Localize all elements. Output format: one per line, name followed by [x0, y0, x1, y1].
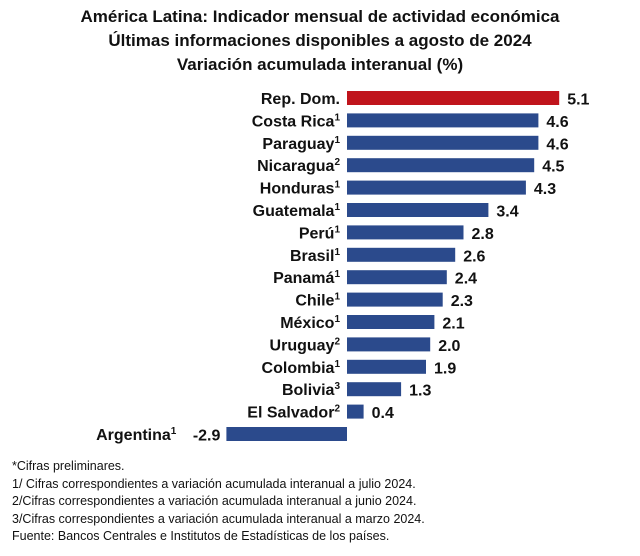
category-label: Rep. Dom.	[261, 91, 340, 108]
footnote-2: 2/Cifras correspondientes a variación ac…	[12, 494, 417, 508]
category-label: Guatemala1	[253, 202, 341, 220]
category-label: Uruguay2	[270, 336, 341, 354]
category-label: Bolivia3	[282, 381, 340, 399]
footnotes: *Cifras preliminares. 1/ Cifras correspo…	[12, 458, 425, 546]
category-label: Paraguay1	[262, 135, 340, 153]
value-label: 1.3	[409, 383, 431, 400]
category-label: Nicaragua2	[257, 157, 340, 175]
category-label: México1	[280, 314, 340, 332]
value-label: 2.6	[463, 248, 485, 265]
category-label: Brasil1	[290, 247, 340, 265]
value-label: 4.3	[534, 181, 556, 198]
footnote-3: 3/Cifras correspondientes a variación ac…	[12, 511, 425, 526]
category-label: Argentina1	[96, 426, 177, 444]
value-label: 4.6	[546, 114, 568, 131]
chart-unit-subtitle: Variación acumulada interanual (%)	[176, 55, 464, 74]
value-label: 0.4	[372, 405, 394, 422]
chart-subtitle: Últimas informaciones disponibles a agos…	[108, 31, 532, 50]
bar	[347, 135, 539, 150]
source-note: Fuente: Bancos Centrales e Institutos de…	[12, 529, 390, 543]
bar	[347, 225, 464, 240]
value-label: 2.4	[455, 271, 477, 288]
bar	[347, 404, 364, 419]
value-label: 4.5	[542, 159, 564, 176]
category-label: Costa Rica1	[252, 112, 341, 130]
category-label: Colombia1	[262, 359, 341, 377]
value-label: 3.4	[496, 204, 518, 221]
category-label: Panamá1	[273, 269, 340, 287]
value-label: 2.0	[438, 338, 460, 355]
bar	[347, 247, 456, 262]
footnote-1: 1/ Cifras correspondientes a variación a…	[12, 476, 416, 491]
value-label: 2.1	[442, 316, 464, 333]
value-label: -2.9	[193, 428, 221, 445]
value-label: 1.9	[434, 360, 456, 377]
bar	[347, 359, 426, 374]
category-label: Chile1	[295, 292, 340, 310]
bar	[347, 292, 443, 307]
category-label: Perú1	[299, 224, 341, 242]
category-label: El Salvador2	[247, 404, 340, 422]
bar	[347, 315, 435, 329]
value-label: 5.1	[567, 92, 589, 109]
bar-chart: Rep. Dom. 5.1 Costa Rica1 4.6 Paraguay1 4.6 Ni…	[96, 91, 590, 445]
bar	[347, 203, 489, 217]
value-label: 2.3	[451, 293, 473, 310]
category-label: Honduras1	[260, 180, 341, 198]
bar	[347, 180, 526, 195]
bar	[347, 113, 539, 128]
value-label: 2.8	[472, 226, 494, 243]
value-label: 4.6	[546, 136, 568, 153]
chart-title: América Latina: Indicador mensual de act…	[80, 7, 560, 26]
bar	[347, 270, 447, 285]
bar	[226, 427, 347, 441]
bar	[347, 337, 431, 352]
bar	[347, 158, 535, 173]
bar	[347, 91, 560, 105]
footnote-preliminary: *Cifras preliminares.	[12, 459, 125, 473]
bar	[347, 382, 402, 397]
